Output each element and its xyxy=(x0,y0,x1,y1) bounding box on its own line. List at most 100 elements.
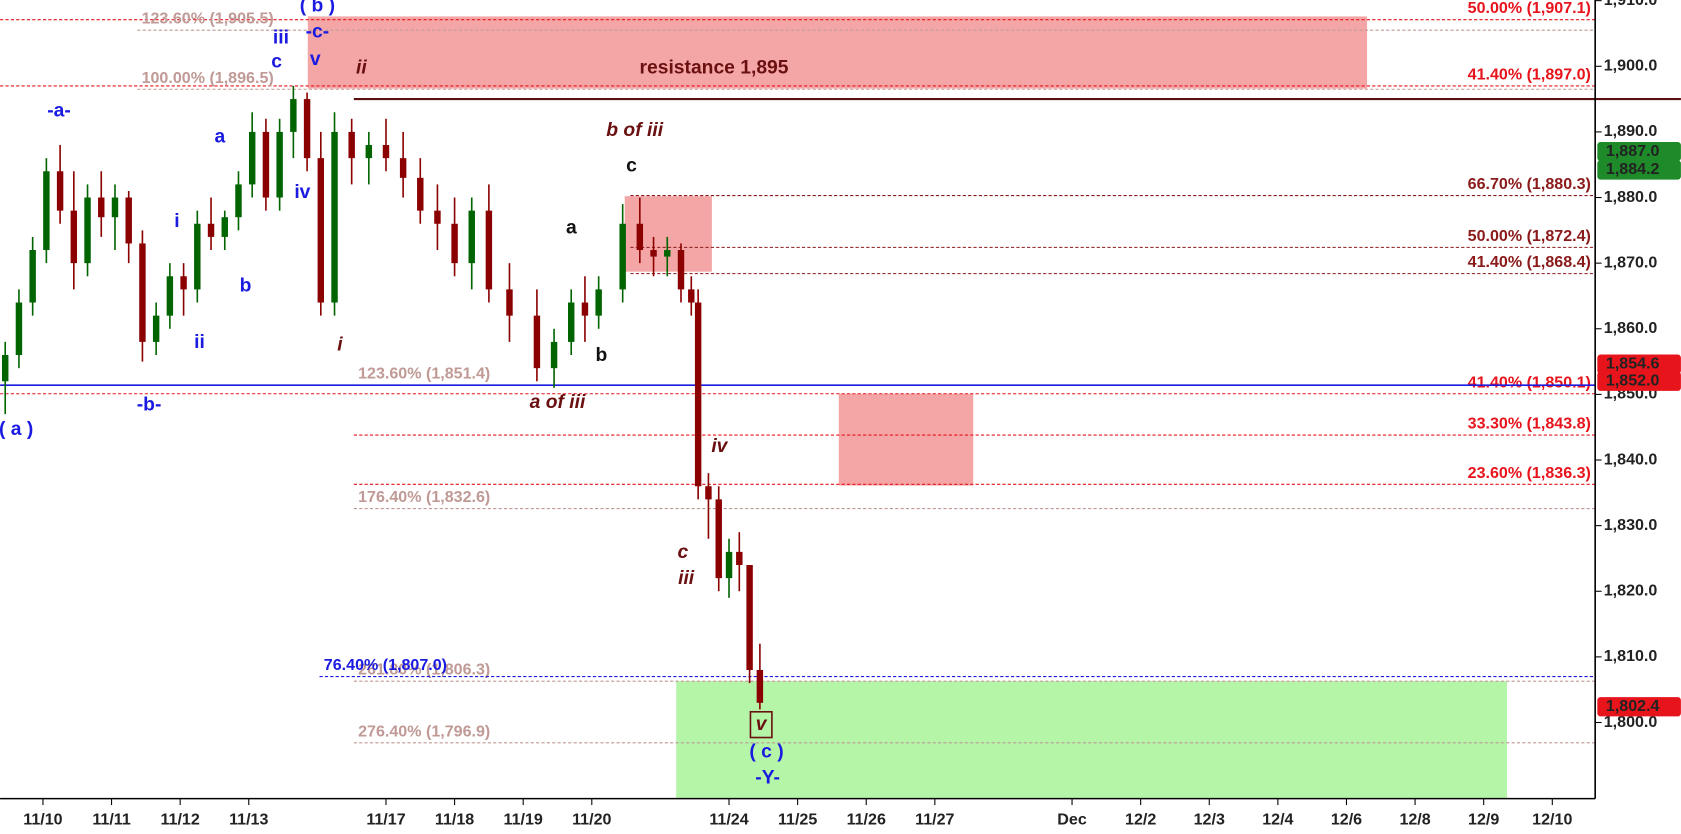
level-label: 41.40% (1,897.0) xyxy=(1468,65,1591,83)
price-tag xyxy=(1597,371,1681,391)
candle-body xyxy=(382,145,390,159)
candle-body xyxy=(694,302,702,487)
price-tag-label: 1,852.0 xyxy=(1606,372,1660,390)
level-label: 100.00% (1,896.5) xyxy=(142,69,274,87)
wave-label: a xyxy=(566,217,577,238)
price-tag xyxy=(1597,697,1681,717)
level-label: 41.40% (1,850.1) xyxy=(1468,373,1591,391)
wave-label: ( b ) xyxy=(300,0,335,17)
x-tick-label: 12/9 xyxy=(1468,810,1499,828)
y-tick-label: 1,800.0 xyxy=(1604,713,1658,731)
price-tag-label: 1,887.0 xyxy=(1606,142,1660,160)
x-tick-label: 11/12 xyxy=(161,810,200,828)
candle-body xyxy=(365,145,373,159)
candle-body xyxy=(688,289,695,303)
wave-label: b xyxy=(596,345,608,366)
candle-body xyxy=(221,217,228,237)
price-tag-label: 1,854.6 xyxy=(1606,354,1660,372)
level-label: 50.00% (1,872.4) xyxy=(1468,227,1591,245)
wave-label: iv xyxy=(294,182,310,203)
wave-label: -a- xyxy=(47,101,71,122)
candle-body xyxy=(125,197,132,244)
candle-body xyxy=(43,171,50,251)
candle-body xyxy=(1,355,9,382)
candle-body xyxy=(664,250,671,257)
candle-body xyxy=(303,99,311,159)
candle-body xyxy=(650,250,657,257)
y-tick-label: 1,860.0 xyxy=(1604,319,1658,337)
level-label: 50.00% (1,907.1) xyxy=(1468,0,1591,17)
candle-body xyxy=(677,250,685,290)
candle-body xyxy=(248,131,256,185)
candle-body xyxy=(533,315,541,369)
x-tick-label: 11/25 xyxy=(778,810,817,828)
candle-body xyxy=(595,289,602,316)
candle-body xyxy=(348,131,355,159)
x-tick-label: 11/19 xyxy=(504,810,543,828)
x-tick-label: 11/18 xyxy=(435,810,474,828)
y-tick-label: 1,830.0 xyxy=(1604,516,1658,534)
candle-body xyxy=(715,499,722,579)
x-tick-label: 11/13 xyxy=(229,810,268,828)
x-tick-label: 12/8 xyxy=(1399,810,1430,828)
y-tick-label: 1,870.0 xyxy=(1604,253,1658,271)
candle-body xyxy=(290,99,297,132)
wave-label: c xyxy=(271,51,282,72)
x-tick-label: 12/10 xyxy=(1532,810,1572,828)
wave-label: ( a ) xyxy=(0,419,33,440)
candle-body xyxy=(506,289,513,316)
candle-body xyxy=(15,302,23,356)
x-tick-label: 11/27 xyxy=(915,810,954,828)
level-label: 123.60% (1,851.4) xyxy=(358,365,490,383)
y-tick-label: 1,810.0 xyxy=(1604,647,1658,665)
wave-label: -Y- xyxy=(755,767,780,788)
candle-body xyxy=(276,131,283,198)
candle-body xyxy=(568,302,575,342)
price-tag xyxy=(1597,354,1681,374)
level-label: 176.40% (1,832.6) xyxy=(358,488,490,506)
candle-body xyxy=(29,250,36,303)
price-tag-label: 1,884.2 xyxy=(1606,160,1660,178)
level-label: 76.40% (1,807.0) xyxy=(324,656,447,674)
wave-label: c xyxy=(626,155,637,176)
level-label: 33.30% (1,843.8) xyxy=(1468,415,1591,433)
candle-body xyxy=(619,223,626,290)
candle-body xyxy=(468,210,475,264)
wave-label: i xyxy=(337,334,343,355)
candle-body xyxy=(746,565,753,671)
wave-label: v xyxy=(756,714,768,735)
price-tag xyxy=(1597,141,1681,162)
wave-label: ii xyxy=(356,58,367,79)
candle-body xyxy=(207,223,215,237)
x-tick-label: 12/3 xyxy=(1194,810,1225,828)
candle-body xyxy=(399,158,407,178)
x-tick-label: 11/24 xyxy=(709,810,748,828)
candle-body xyxy=(262,131,270,198)
x-tick-label: Dec xyxy=(1057,810,1087,828)
price-tag xyxy=(1597,160,1681,180)
candle-body xyxy=(434,210,441,224)
candle-body xyxy=(235,184,242,218)
candle-body xyxy=(485,210,493,290)
level-label: 23.60% (1,836.3) xyxy=(1468,464,1591,482)
wave-label: ii xyxy=(194,332,205,353)
candle-body xyxy=(550,341,558,369)
candle-body xyxy=(56,171,64,211)
candle-body xyxy=(451,223,458,264)
candles xyxy=(1,85,764,710)
levels: 50.00% (1,907.1) 41.40% (1,897.0) 66.70% (… xyxy=(0,0,1681,744)
y-tick-label: 1,820.0 xyxy=(1604,582,1658,600)
wave-label: a of iii xyxy=(530,392,586,413)
y-tick-label: 1,900.0 xyxy=(1604,57,1658,75)
y-tick-label: 1,910.0 xyxy=(1604,0,1658,9)
wave-label: iv xyxy=(711,436,728,457)
wave-box xyxy=(749,710,773,739)
zones xyxy=(307,16,1508,799)
zone xyxy=(307,16,1368,89)
candle-body xyxy=(725,551,733,579)
candle-body xyxy=(84,197,91,264)
